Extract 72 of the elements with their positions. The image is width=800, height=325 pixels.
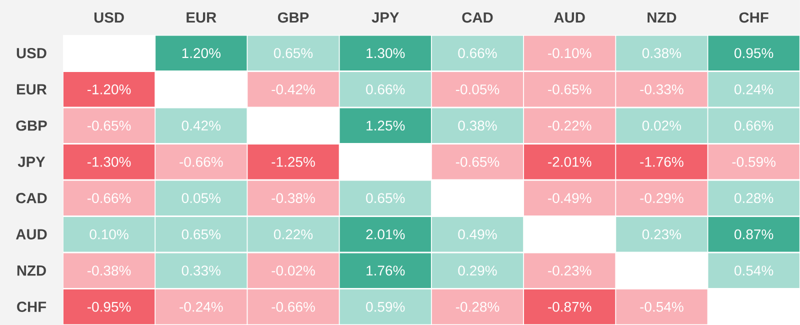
x-tick-label: EUR [186,12,216,23]
data-label: 1.30% [366,48,405,58]
data-label: -0.05% [456,84,500,94]
data-label: 0.33% [182,266,220,276]
data-label: 0.95% [734,48,774,58]
y-tick-label: CAD [16,192,47,204]
data-label: 0.59% [366,302,405,312]
data-label: 0.05% [182,193,220,204]
data-label: 1.20% [182,48,220,58]
data-label: 0.65% [366,193,405,204]
data-label: -0.49% [548,193,592,204]
data-label: 0.29% [458,266,497,276]
data-label: -0.33% [640,84,684,94]
x-tick-label: USD [94,12,124,23]
data-label: -0.66% [88,193,131,204]
data-label: -1.76% [640,156,684,167]
data-label: -1.30% [88,156,131,167]
x-tick-label: AUD [554,12,585,23]
data-label: 0.42% [182,120,220,131]
data-label: 0.38% [458,120,497,131]
data-label: 2.01% [366,229,405,240]
data-label: 0.65% [274,48,313,58]
y-tick-label: USD [16,48,46,58]
y-tick-label: AUD [16,229,47,240]
data-label: -0.29% [640,193,684,204]
data-label: -0.38% [88,266,131,276]
data-label: -0.65% [548,84,592,94]
data-label: 0.24% [734,84,774,94]
y-tick-label: JPY [18,156,46,167]
data-label: 0.22% [274,229,313,240]
data-label: 0.66% [734,120,774,131]
data-label: -2.01% [548,156,592,167]
data-label: 0.28% [734,193,774,204]
data-label: 0.54% [734,266,774,276]
y-tick-label: CHF [17,302,46,312]
x-tick-label: GBP [278,12,309,23]
data-label: -0.59% [732,156,776,167]
data-label: 0.49% [458,229,497,240]
data-label: -1.20% [88,84,131,94]
data-label: -0.54% [640,302,684,312]
data-label: -1.25% [272,156,315,167]
data-label: 0.65% [182,229,220,240]
data-label: -0.23% [548,266,592,276]
data-label: -0.87% [548,302,592,312]
data-label: -0.65% [88,120,131,131]
data-label: 0.38% [642,48,682,58]
data-label: 0.66% [366,84,405,94]
data-label: -0.22% [548,120,592,131]
data-label: -0.42% [272,84,315,94]
data-label: -0.95% [88,302,131,312]
x-tick-label: NZD [648,12,676,23]
data-label: -0.66% [180,156,223,167]
data-label: -0.24% [180,302,223,312]
data-label: -0.02% [272,266,315,276]
data-label: 0.66% [458,48,497,58]
data-label: 0.10% [90,229,128,240]
x-tick-label: CHF [739,12,768,23]
data-label: 0.23% [642,229,682,240]
data-label: 0.87% [734,229,774,240]
x-tick-label: JPY [372,12,399,23]
data-label: -0.38% [272,193,315,204]
y-tick-label: NZD [17,266,46,276]
y-tick-label: GBP [16,120,47,131]
data-label: 0.02% [642,120,682,131]
data-label: 1.76% [366,266,405,276]
data-label: -0.66% [272,302,315,312]
x-tick-label: CAD [462,12,493,23]
data-label: -0.65% [456,156,500,167]
data-label: -0.10% [548,48,592,58]
y-tick-label: EUR [17,84,47,94]
data-label: 1.25% [366,120,405,131]
data-label: -0.28% [456,302,500,312]
